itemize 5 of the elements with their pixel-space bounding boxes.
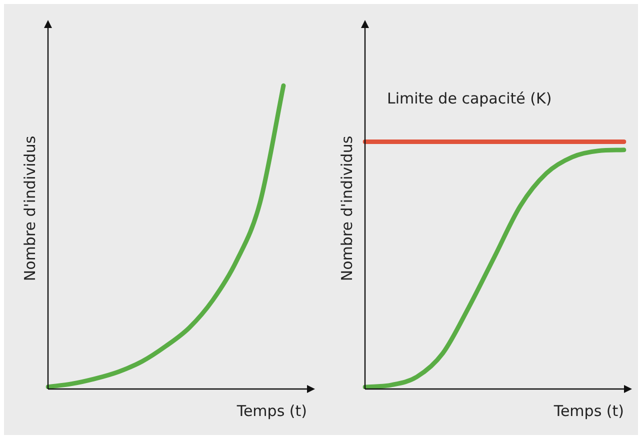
text: Limite de capacité (K) <box>387 90 552 108</box>
y-axis-title: Nombre d'individus <box>338 136 356 282</box>
x-axis-title: Temps (t) <box>236 402 307 420</box>
x-axis-title: Temps (t) <box>552 402 624 420</box>
y-axis-title: Nombre d'individus <box>20 136 39 282</box>
